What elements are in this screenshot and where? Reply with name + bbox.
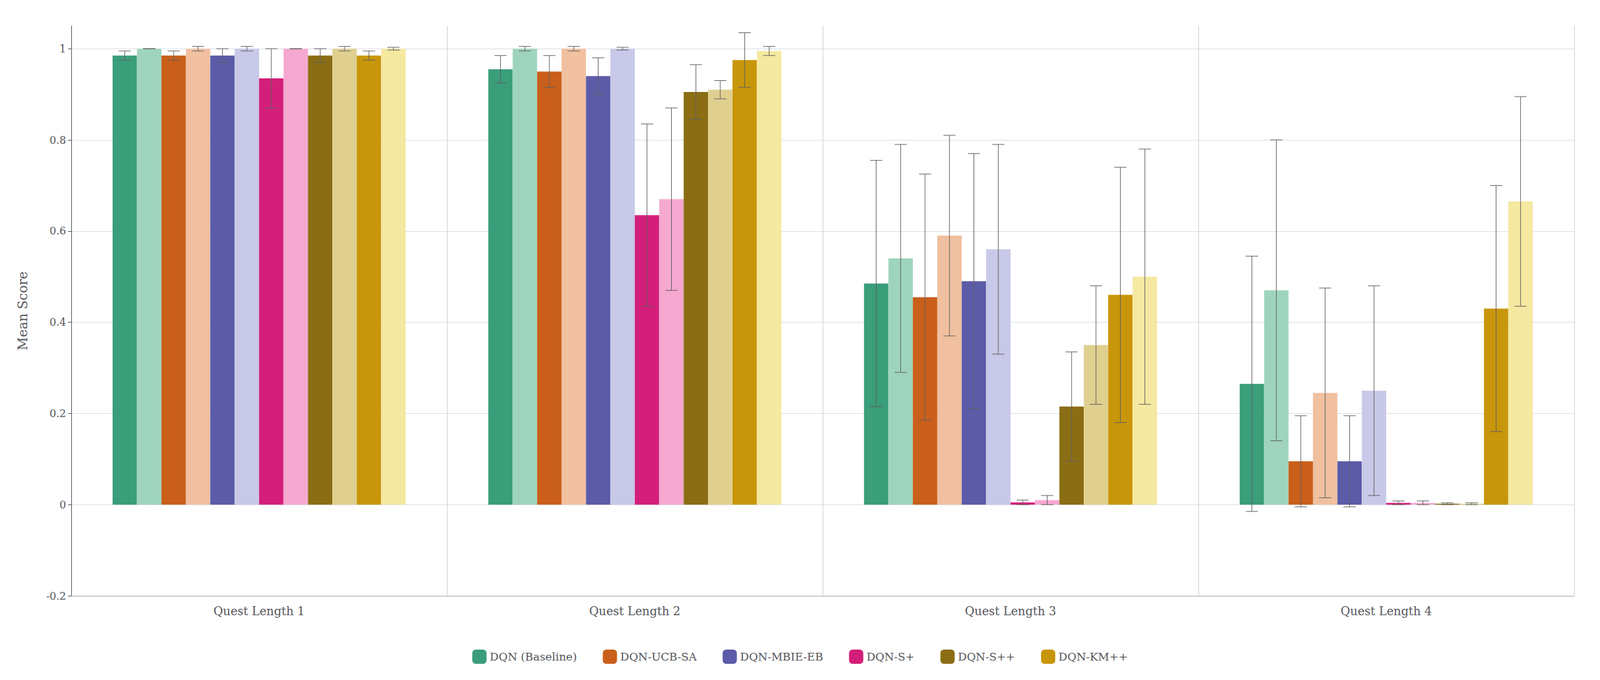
svg-text:0.6: 0.6 [49,224,67,238]
svg-text:0: 0 [59,498,67,512]
svg-text:Quest Length 4: Quest Length 4 [1340,604,1433,618]
svg-text:0.4: 0.4 [49,316,67,329]
svg-text:DQN-S+: DQN-S+ [866,650,915,664]
svg-text:DQN-UCB-SA: DQN-UCB-SA [620,650,698,664]
svg-text:DQN-KM++: DQN-KM++ [1058,650,1128,664]
svg-text:Quest Length 2: Quest Length 2 [589,604,681,618]
svg-text:0.8: 0.8 [49,134,67,147]
svg-text:DQN (Baseline): DQN (Baseline) [489,650,577,664]
svg-text:-0.2: -0.2 [45,590,67,603]
svg-text:Quest Length 1: Quest Length 1 [213,604,306,618]
svg-text:DQN-MBIE-EB: DQN-MBIE-EB [740,650,824,664]
svg-text:0.2: 0.2 [49,407,67,420]
svg-text:DQN-S++: DQN-S++ [958,650,1016,664]
svg-text:Quest Length 3: Quest Length 3 [965,604,1057,618]
svg-text:1: 1 [59,42,67,56]
svg-text:Mean Score: Mean Score [14,271,31,351]
